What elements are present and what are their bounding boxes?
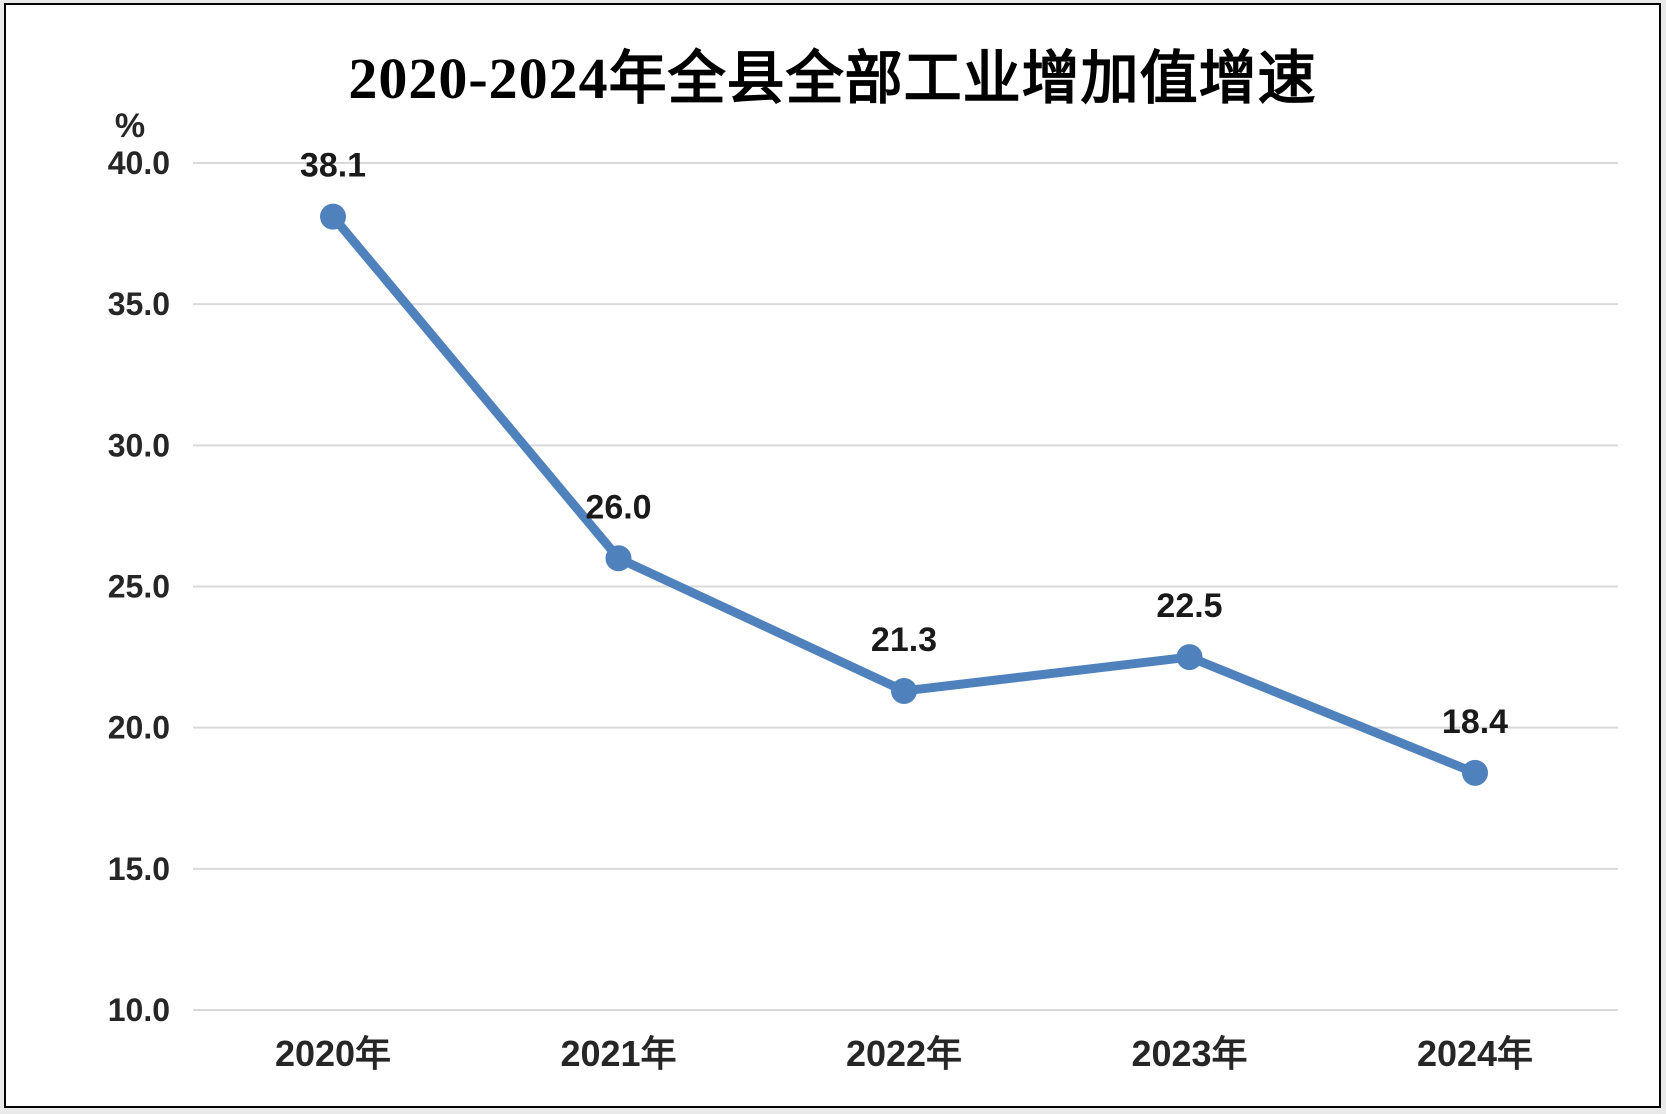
data-point-marker	[1462, 759, 1488, 786]
chart-frame: 2020-2024年全县全部工业增加值增速	[4, 3, 1661, 1108]
y-tick-label: 40.0	[108, 145, 170, 181]
y-axis-unit-label: %	[115, 107, 145, 145]
y-tick-label: 15.0	[108, 851, 170, 887]
y-tick-label: 35.0	[108, 286, 170, 322]
data-label: 38.1	[300, 147, 366, 185]
y-axis-unit: %	[115, 107, 145, 145]
y-tick-label: 25.0	[108, 569, 170, 605]
data-label: 26.0	[585, 488, 651, 526]
data-label: 18.4	[1442, 703, 1508, 741]
x-axis-label: 2022年	[846, 1033, 962, 1074]
x-axis-tick-labels: 2020年 2021年 2022年 2023年 2024年	[275, 1033, 1533, 1074]
x-axis-label: 2024年	[1417, 1033, 1533, 1074]
gridlines-group	[193, 162, 1618, 1011]
y-tick-label: 10.0	[108, 992, 170, 1028]
y-tick-label: 20.0	[108, 710, 170, 746]
data-point-marker	[605, 545, 632, 572]
x-axis-label: 2021年	[560, 1033, 676, 1074]
x-axis-label: 2020年	[275, 1033, 391, 1074]
data-labels-group: 38.1 26.0 21.3 22.5 18.4	[300, 147, 1508, 741]
data-label: 22.5	[1156, 587, 1222, 625]
series-group	[320, 203, 1488, 786]
data-point-marker	[320, 203, 346, 230]
chart-title: 2020-2024年全县全部工业增加值增速	[348, 46, 1317, 111]
data-point-marker	[1176, 644, 1203, 671]
y-tick-label: 30.0	[108, 427, 170, 463]
x-axis-label: 2023年	[1131, 1033, 1247, 1074]
data-point-marker	[891, 677, 917, 704]
data-label: 21.3	[871, 621, 937, 659]
y-axis-tick-labels: 10.0 15.0 20.0 25.0 30.0 35.0 40.0	[108, 145, 170, 1028]
